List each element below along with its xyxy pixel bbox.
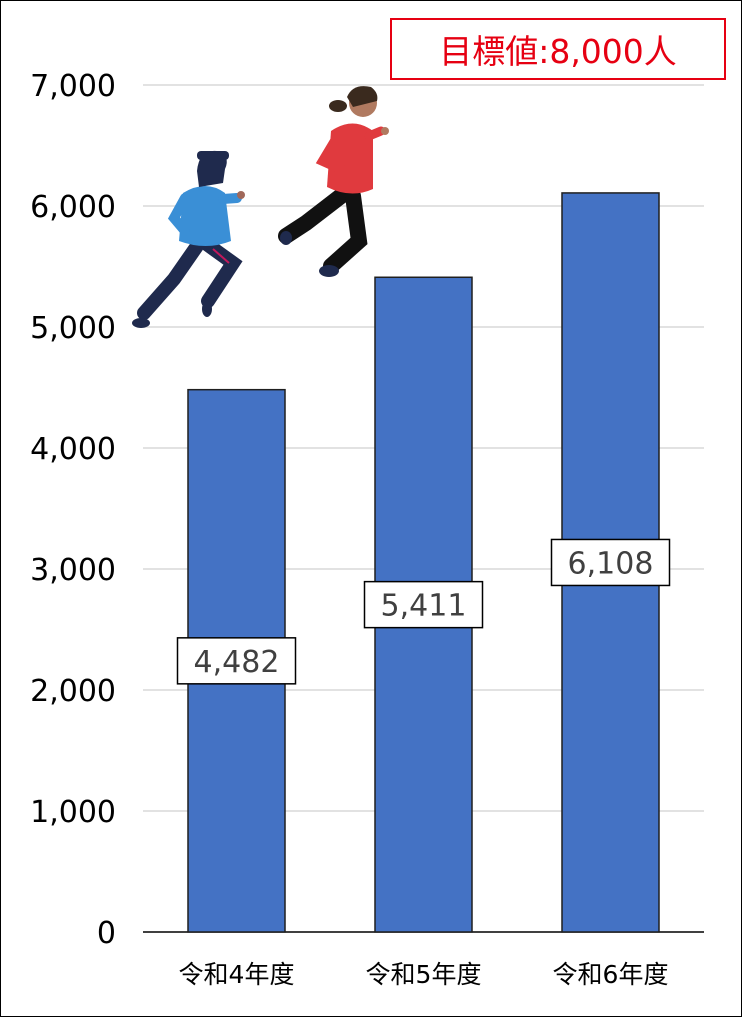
runner-blue-icon <box>132 150 245 328</box>
x-tick-label: 令和4年度 <box>179 960 295 989</box>
y-tick-label: 6,000 <box>30 190 116 225</box>
y-tick-label: 5,000 <box>30 311 116 346</box>
data-label-value: 5,411 <box>381 589 467 624</box>
runner-red-icon <box>278 86 389 277</box>
data-label-box <box>176 637 297 685</box>
y-axis: 0 1,000 2,000 3,000 4,000 5,000 6,000 7,000 <box>30 69 704 951</box>
data-labels: 4,482 5,411 6,108 <box>176 538 671 685</box>
y-tick-label: 1,000 <box>30 795 116 830</box>
data-label-value: 6,108 <box>568 546 654 581</box>
data-label: 6,108 <box>550 538 671 587</box>
x-tick-label: 令和5年度 <box>366 960 482 989</box>
data-label: 4,482 <box>176 637 297 685</box>
x-tick-label: 令和6年度 <box>553 960 669 989</box>
y-tick-label: 7,000 <box>30 69 116 104</box>
y-tick-label: 0 <box>97 916 116 951</box>
y-tick-label: 2,000 <box>30 674 116 709</box>
y-tick-label: 4,000 <box>30 432 116 467</box>
target-annotation: 目標値:8,000人 <box>390 18 726 80</box>
data-label-box <box>550 538 671 587</box>
y-tick-label: 3,000 <box>30 553 116 588</box>
data-label-value: 4,482 <box>194 645 280 680</box>
x-axis: 令和4年度 令和5年度 令和6年度 <box>179 960 669 989</box>
data-label: 5,411 <box>363 580 484 629</box>
data-label-box <box>363 580 484 629</box>
